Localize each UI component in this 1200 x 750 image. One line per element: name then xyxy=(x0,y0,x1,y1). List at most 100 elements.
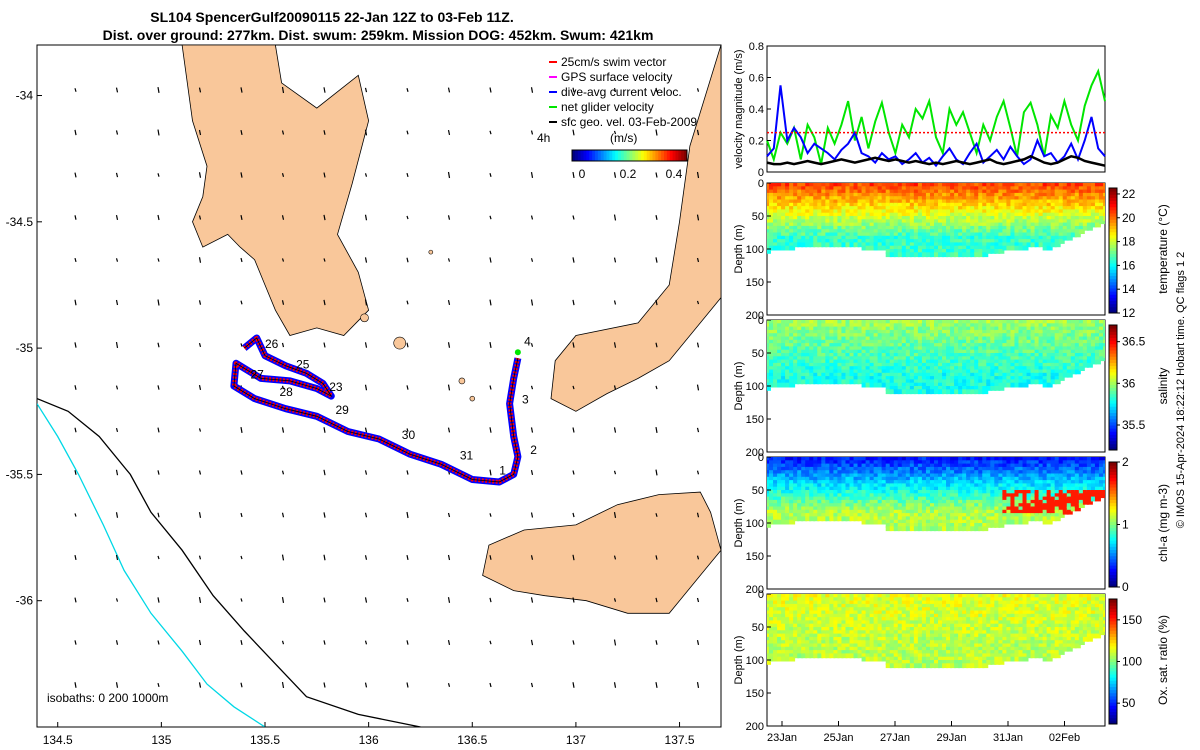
section-cell xyxy=(1054,323,1061,329)
section-cell xyxy=(861,219,868,225)
section-cell xyxy=(982,496,989,502)
section-cell xyxy=(1098,189,1105,195)
section-cell xyxy=(966,186,973,192)
section-cell xyxy=(1026,183,1033,188)
section-cell xyxy=(1098,209,1105,215)
section-cell xyxy=(905,476,912,482)
section-cell xyxy=(1014,222,1021,228)
velocity-arrow xyxy=(323,172,326,178)
section-cell xyxy=(1082,353,1089,358)
section-cell xyxy=(821,235,828,241)
section-cell xyxy=(938,523,945,528)
section-cell xyxy=(962,235,969,241)
section-cell xyxy=(781,333,788,338)
section-cell xyxy=(938,232,945,238)
section-cell xyxy=(809,513,816,518)
section-cell xyxy=(889,183,896,188)
section-cell xyxy=(837,336,844,342)
section-cell xyxy=(966,356,973,362)
section-cell xyxy=(1030,326,1037,332)
section-colorbar-cell xyxy=(1109,309,1117,314)
section-cell xyxy=(773,366,780,371)
section-cell xyxy=(1002,235,1009,241)
section-cell xyxy=(873,372,880,378)
section-cell xyxy=(1094,326,1101,332)
section-cell xyxy=(950,379,957,385)
section-cell xyxy=(986,473,993,479)
section-cell xyxy=(1090,206,1097,211)
section-cell xyxy=(1022,339,1029,345)
section-cell xyxy=(1042,192,1049,198)
section-cell xyxy=(954,222,961,228)
section-cell xyxy=(769,232,776,238)
section-cell xyxy=(905,252,912,258)
section-cell xyxy=(974,483,981,489)
section-cell xyxy=(833,235,840,241)
section-cell xyxy=(1002,192,1009,198)
section-cell xyxy=(825,376,832,381)
section-cell xyxy=(837,232,844,238)
section-cell xyxy=(837,329,844,335)
section-cell xyxy=(913,379,920,385)
velocity-arrow xyxy=(572,87,575,93)
section-cell xyxy=(789,192,796,198)
section-cell xyxy=(942,463,949,469)
section-cell xyxy=(809,199,816,205)
section-cell xyxy=(925,196,932,201)
section-cell xyxy=(942,483,949,489)
section-cell xyxy=(809,483,816,489)
section-cell xyxy=(885,389,892,395)
section-cell xyxy=(1094,216,1101,221)
section-cell xyxy=(841,503,848,508)
section-cell xyxy=(793,460,800,466)
section-cell xyxy=(913,382,920,388)
section-cell xyxy=(1070,222,1077,228)
section-cell xyxy=(845,483,852,489)
section-cell xyxy=(1090,329,1097,335)
section-cell xyxy=(873,333,880,338)
section-cell xyxy=(767,183,771,188)
section-cell xyxy=(1070,212,1077,218)
section-cell xyxy=(970,212,977,218)
colorbar-ticklabel: 0 xyxy=(579,167,586,181)
section-cell xyxy=(1070,209,1077,215)
section-cell xyxy=(978,460,985,466)
section-cell xyxy=(793,343,800,348)
section-cell xyxy=(825,476,832,482)
section-colorbar-cell xyxy=(1109,353,1117,357)
velocity-arrow xyxy=(364,342,368,348)
section-cell xyxy=(1046,189,1053,195)
section-cell xyxy=(909,362,916,368)
section-cell xyxy=(1094,356,1101,362)
section-cell xyxy=(853,320,860,325)
section-cell xyxy=(950,219,957,225)
section-cell xyxy=(1046,245,1053,251)
velocity-arrow xyxy=(572,427,575,433)
section-cell xyxy=(966,506,973,512)
section-cell xyxy=(777,513,784,518)
section-cell xyxy=(1030,212,1037,218)
section-cell xyxy=(929,245,936,251)
section-cell xyxy=(789,202,796,208)
section-cell xyxy=(817,323,824,329)
section-cell xyxy=(813,336,820,342)
section-cell xyxy=(970,189,977,195)
section-cell xyxy=(962,519,969,525)
section-cell xyxy=(905,192,912,198)
section-cell xyxy=(1030,329,1037,335)
section-cell xyxy=(958,372,965,378)
section-cell xyxy=(845,202,852,208)
section-cell xyxy=(917,499,924,505)
section-cell xyxy=(825,473,832,479)
section-cell xyxy=(805,349,812,355)
section-cell xyxy=(801,222,808,228)
section-cell xyxy=(974,199,981,205)
section-cell xyxy=(797,229,804,234)
section-cell xyxy=(789,466,796,472)
section-cell xyxy=(1070,339,1077,345)
section-cell xyxy=(1014,336,1021,342)
section-cell xyxy=(853,239,860,244)
section-cell xyxy=(921,252,928,258)
section-ticklabel: 200 xyxy=(746,310,764,322)
section-cell xyxy=(905,202,912,208)
